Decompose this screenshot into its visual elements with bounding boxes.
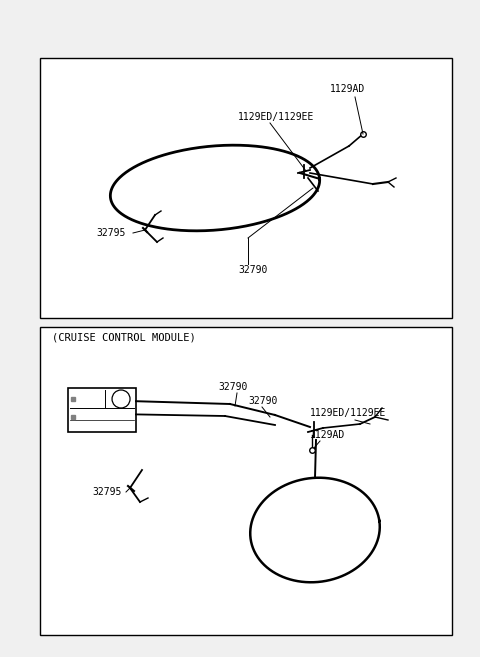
Text: 1129ED/1129EE: 1129ED/1129EE	[238, 112, 314, 122]
Bar	[68, 388, 136, 432]
Text: 32790: 32790	[218, 382, 247, 392]
Bar	[40, 58, 452, 318]
Text: 1129AD: 1129AD	[310, 430, 345, 440]
Text: 32790: 32790	[248, 396, 277, 406]
Text: 32795: 32795	[96, 228, 125, 238]
Text: 32790: 32790	[238, 265, 267, 275]
Circle shape	[112, 390, 130, 408]
Text: 32795: 32795	[92, 487, 121, 497]
Text: 1129AD: 1129AD	[330, 84, 365, 94]
Bar	[40, 327, 452, 635]
Text: (CRUISE CONTROL MODULE): (CRUISE CONTROL MODULE)	[52, 332, 196, 342]
Text: 1129ED/1129EE: 1129ED/1129EE	[310, 408, 386, 418]
